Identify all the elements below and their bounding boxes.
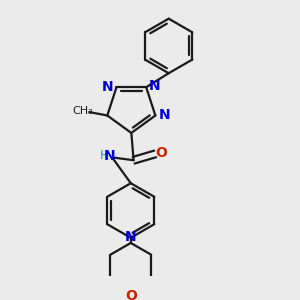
Text: O: O [125,290,137,300]
Text: N: N [104,149,116,163]
Text: N: N [102,80,114,94]
Text: N: N [159,109,170,122]
Text: O: O [155,146,167,160]
Text: H: H [99,149,109,162]
Text: N: N [125,230,136,244]
Text: CH₃: CH₃ [73,106,93,116]
Text: N: N [149,79,160,92]
